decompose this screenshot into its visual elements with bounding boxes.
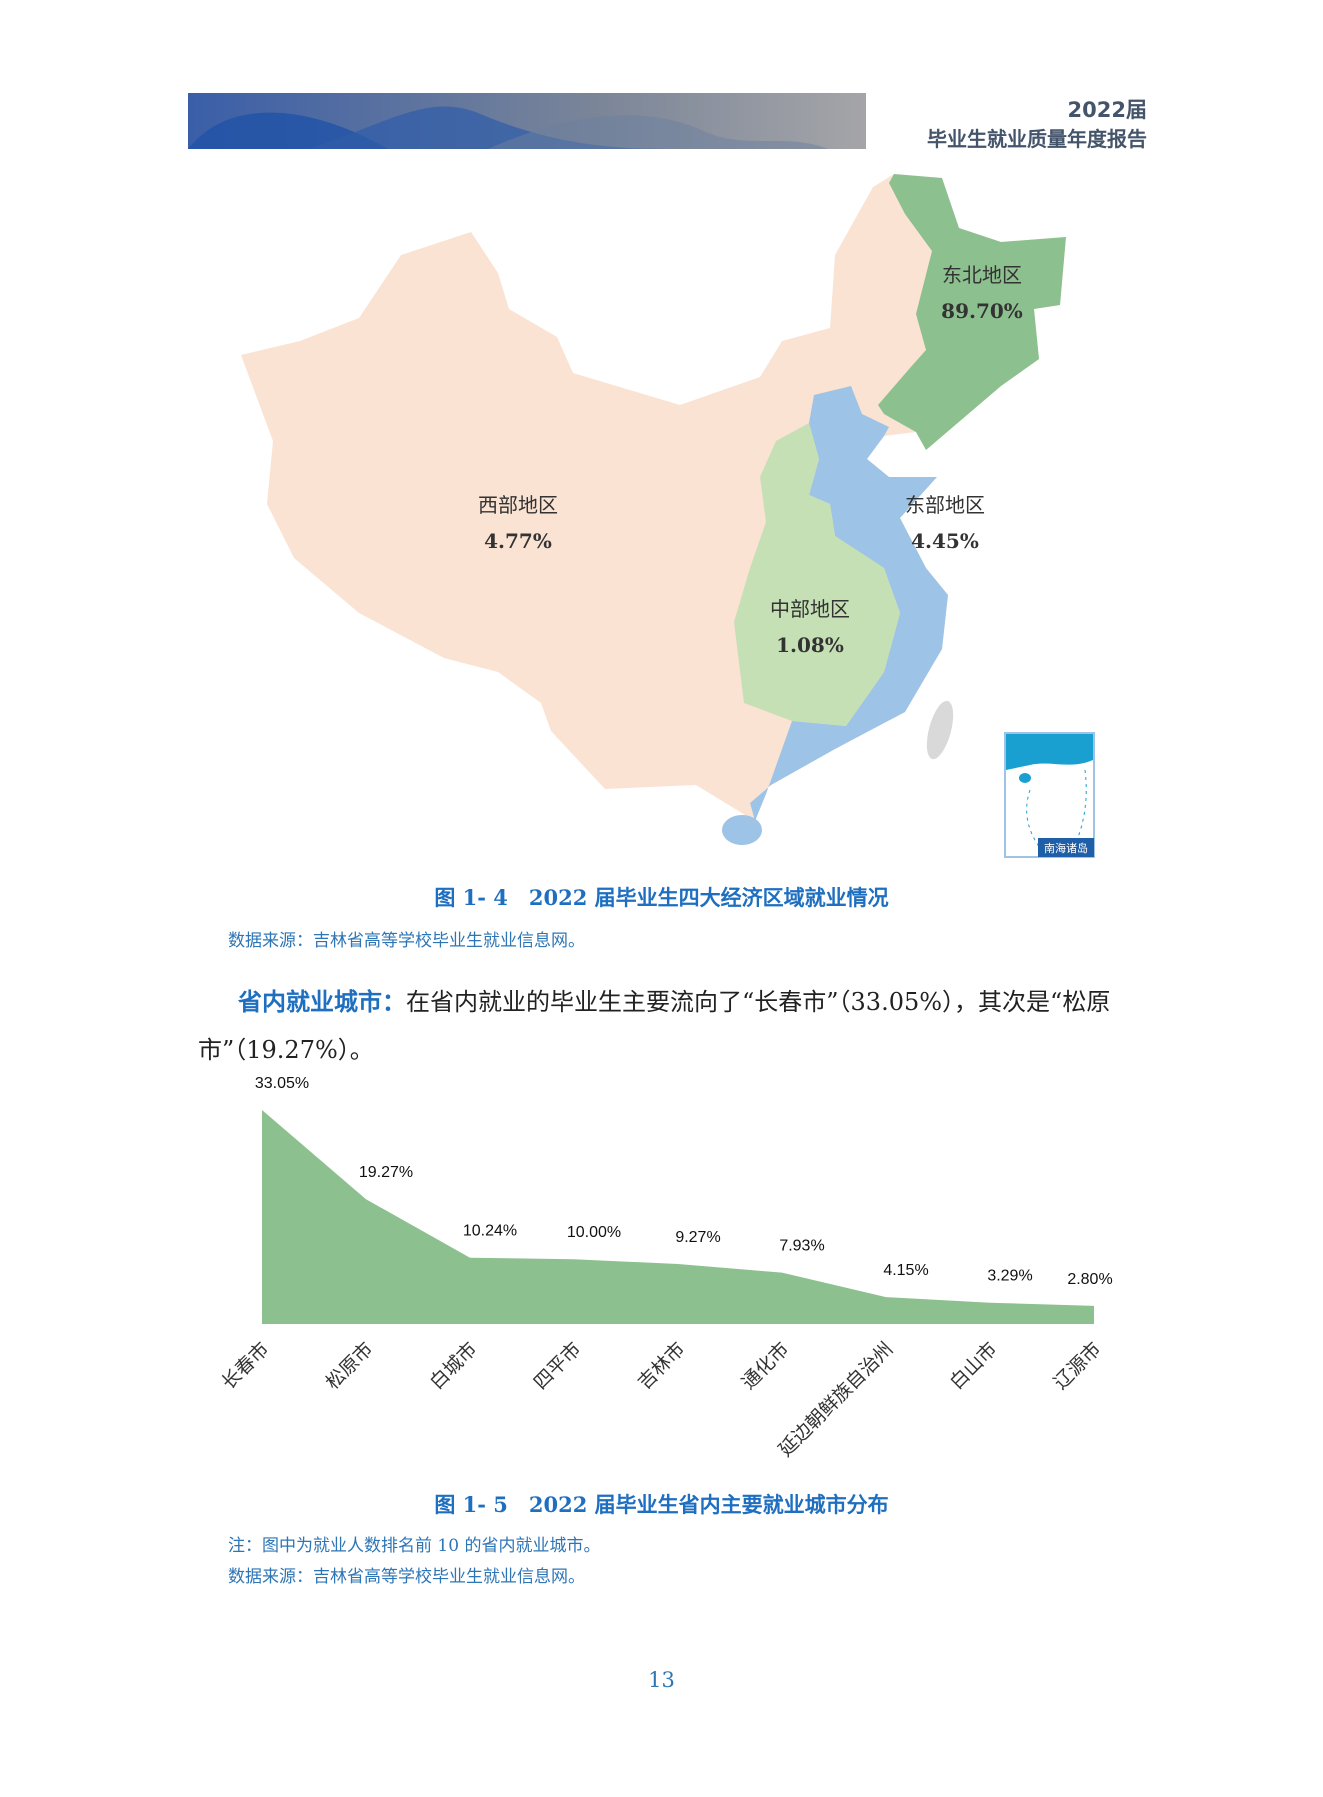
x-tick-label: 白山市 xyxy=(946,1338,1002,1394)
data-label: 19.27% xyxy=(359,1164,413,1181)
region-northeast xyxy=(878,174,1066,450)
header-year: 2022届 xyxy=(1067,98,1147,122)
figure-caption: 图 1- 5 2022 届毕业生省内主要就业城市分布 xyxy=(434,1492,889,1517)
data-label: 10.00% xyxy=(567,1224,621,1241)
region-label: 中部地区 xyxy=(770,597,850,621)
city-distribution-chart: 33.05% 19.27% 10.24% 10.00% 9.27% 7.93% 4.15% 3… xyxy=(218,1075,1113,1461)
paragraph-text: 在省内就业的毕业生主要流向了“长春市”（33.05%），其次是“松原市”（19.… xyxy=(198,988,1111,1064)
data-label: 2.80% xyxy=(1067,1271,1112,1288)
data-source: 数据来源：吉林省高等学校毕业生就业信息网。 xyxy=(228,931,585,951)
taiwan-island xyxy=(926,700,954,760)
south-china-sea-inset: 南海诸岛 xyxy=(1004,732,1095,858)
china-region-map: 南海诸岛 东北地区 89.70% 西部地区 4.77% 东部地区 4.45% 中… xyxy=(241,174,1095,858)
region-label: 西部地区 xyxy=(478,493,558,517)
x-tick-label: 吉林市 xyxy=(634,1338,690,1394)
area-series xyxy=(262,1110,1094,1324)
data-label: 4.15% xyxy=(883,1262,928,1279)
body-paragraph: 省内就业城市：在省内就业的毕业生主要流向了“长春市”（33.05%），其次是“松… xyxy=(198,978,1168,1074)
header-title: 毕业生就业质量年度报告 xyxy=(927,127,1147,151)
page-number: 13 xyxy=(648,1668,675,1692)
inset-label: 南海诸岛 xyxy=(1044,841,1088,855)
chart-note: 注：图中为就业人数排名前 10 的省内就业城市。 xyxy=(228,1536,601,1556)
region-value: 4.77% xyxy=(484,529,552,553)
data-source: 数据来源：吉林省高等学校毕业生就业信息网。 xyxy=(228,1567,585,1587)
region-east xyxy=(750,386,948,821)
header-banner xyxy=(188,93,866,149)
data-label: 7.93% xyxy=(779,1238,824,1255)
hainan-island xyxy=(722,815,762,845)
data-label: 9.27% xyxy=(675,1229,720,1246)
figure-caption: 图 1- 4 2022 届毕业生四大经济区域就业情况 xyxy=(434,885,889,910)
paragraph-lead: 省内就业城市： xyxy=(238,987,406,1016)
region-value: 1.08% xyxy=(776,633,844,657)
region-value: 4.45% xyxy=(911,529,979,553)
data-label: 10.24% xyxy=(463,1223,517,1240)
region-central xyxy=(734,423,900,726)
x-tick-label: 通化市 xyxy=(738,1338,794,1394)
x-tick-label: 四平市 xyxy=(530,1338,586,1394)
region-label: 东北地区 xyxy=(942,263,1022,287)
x-tick-label: 长春市 xyxy=(218,1338,274,1394)
x-tick-label: 辽源市 xyxy=(1050,1338,1106,1394)
data-label: 3.29% xyxy=(987,1268,1032,1285)
x-tick-label: 白城市 xyxy=(426,1338,482,1394)
x-tick-label: 延边朝鲜族自治州 xyxy=(774,1338,897,1461)
region-value: 89.70% xyxy=(941,299,1023,323)
region-label: 东部地区 xyxy=(905,493,985,517)
x-tick-label: 松原市 xyxy=(322,1338,378,1394)
data-label: 33.05% xyxy=(255,1075,309,1092)
